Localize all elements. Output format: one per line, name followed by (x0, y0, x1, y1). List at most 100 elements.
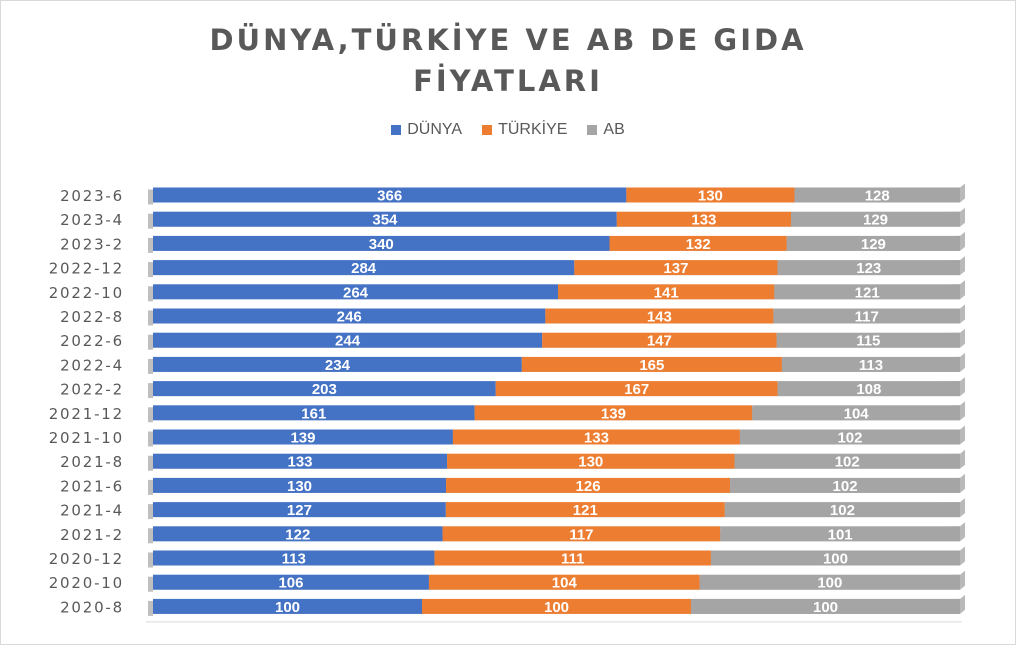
category-label-2020-8: 2020-8 (60, 598, 124, 616)
data-label-t-rki-ye-2022-2: 167 (624, 381, 649, 398)
category-label-2023-6: 2023-6 (60, 187, 124, 205)
bar-ab-2020-12 (710, 550, 960, 566)
bar-t-rki-ye-2021-4 (445, 502, 725, 518)
data-label-d-nya-2023-4: 354 (372, 212, 398, 229)
data-label-d-nya-2022-6: 244 (335, 333, 361, 350)
data-label-d-nya-2021-6: 130 (287, 478, 312, 495)
legend-item-dunya: DÜNYA (391, 121, 462, 139)
bar-ab-2022-12 (777, 260, 960, 276)
bar-ab-2021-2 (720, 526, 960, 542)
bar-d-nya-2021-10 (153, 429, 453, 445)
bar-t-rki-ye-2022-6 (542, 332, 777, 348)
bar-side-2021-2 (148, 528, 153, 544)
bar-ab-2023-2 (786, 235, 960, 251)
data-label-t-rki-ye-2021-6: 126 (576, 478, 601, 495)
bar-d-nya-2022-6 (153, 332, 543, 348)
bar-ab-2022-10 (774, 284, 960, 300)
data-label-t-rki-ye-2022-12: 137 (663, 260, 688, 277)
bar-t-rki-ye-2022-8 (545, 308, 774, 324)
bar-ab-2021-4 (724, 502, 960, 518)
bar-t-rki-ye-2021-2 (442, 526, 721, 542)
data-label-d-nya-2021-2: 122 (285, 526, 310, 543)
data-label-ab-2021-12: 104 (844, 405, 870, 422)
data-label-ab-2020-10: 100 (817, 575, 842, 592)
bar-side-2022-6 (148, 334, 153, 350)
data-label-d-nya-2023-6: 366 (377, 188, 402, 205)
bar-d-nya-2021-2 (153, 526, 443, 542)
bar-side-2022-10 (148, 286, 153, 302)
data-label-d-nya-2022-4: 234 (325, 357, 351, 374)
category-label-2021-12: 2021-12 (49, 405, 124, 423)
data-label-d-nya-2022-2: 203 (312, 381, 337, 398)
bar-ab-2021-8 (734, 453, 960, 469)
bar-side-2021-6 (148, 479, 153, 495)
bar-t-rki-ye-2022-4 (521, 356, 782, 372)
bar-t-rki-ye-2023-4 (616, 211, 792, 227)
bar-t-rki-ye-2023-6 (626, 187, 795, 203)
legend-label-turkiye: TÜRKİYE (498, 121, 568, 138)
category-label-2022-12: 2022-12 (49, 260, 124, 278)
data-label-ab-2023-6: 128 (865, 188, 890, 205)
bar-d-nya-2021-4 (153, 502, 446, 518)
category-label-2022-2: 2022-2 (60, 381, 124, 399)
bar-ab-2021-10 (739, 429, 960, 445)
bar-ab-2022-4 (781, 356, 960, 372)
data-label-d-nya-2021-12: 161 (301, 405, 326, 422)
legend: DÜNYA TÜRKİYE AB (0, 121, 1016, 139)
bar-d-nya-2020-10 (153, 574, 429, 590)
data-label-d-nya-2021-8: 133 (288, 454, 313, 471)
data-label-ab-2021-6: 102 (833, 478, 858, 495)
data-label-ab-2021-8: 102 (835, 454, 860, 471)
data-label-ab-2020-8: 100 (813, 599, 838, 616)
bar-d-nya-2021-12 (153, 405, 475, 421)
bar-side-2021-4 (148, 504, 153, 520)
data-label-t-rki-ye-2020-10: 104 (552, 575, 578, 592)
legend-label-ab: AB (603, 121, 625, 138)
bar-side-2020-10 (148, 576, 153, 592)
bar-t-rki-ye-2021-10 (452, 429, 740, 445)
bar-d-nya-2023-6 (153, 187, 627, 203)
data-label-t-rki-ye-2022-6: 147 (647, 333, 672, 350)
legend-swatch-turkiye (482, 125, 493, 135)
bar-t-rki-ye-2022-10 (558, 284, 775, 300)
data-label-t-rki-ye-2023-2: 132 (686, 236, 711, 253)
bar-ab-2022-2 (777, 381, 960, 397)
bar-t-rki-ye-2021-8 (447, 453, 735, 469)
bar-side-2021-10 (148, 431, 153, 447)
bar-side-2020-12 (148, 552, 153, 568)
legend-item-ab: AB (587, 121, 625, 139)
data-label-t-rki-ye-2021-4: 121 (573, 502, 598, 519)
bar-d-nya-2022-12 (153, 260, 575, 276)
bar-d-nya-2021-6 (153, 477, 447, 493)
bar-side-2021-12 (148, 407, 153, 423)
data-label-ab-2021-2: 101 (828, 526, 853, 543)
bar-t-rki-ye-2022-12 (574, 260, 778, 276)
bar-side-2021-8 (148, 455, 153, 471)
data-label-ab-2023-2: 129 (861, 236, 886, 253)
category-label-2021-4: 2021-4 (60, 502, 124, 520)
bar-ab-2022-6 (776, 332, 960, 348)
category-label-2023-4: 2023-4 (60, 211, 124, 229)
legend-swatch-ab (587, 125, 598, 135)
bar-ab-2021-12 (752, 405, 960, 421)
bar-ab-2022-8 (773, 308, 960, 324)
data-label-t-rki-ye-2021-2: 117 (569, 526, 593, 543)
bar-d-nya-2022-2 (153, 381, 496, 397)
data-label-t-rki-ye-2021-8: 130 (578, 454, 603, 471)
data-label-ab-2021-10: 102 (837, 430, 862, 447)
chart-title: DÜNYA,TÜRKİYE VE AB DE GIDA FİYATLARI (209, 23, 807, 98)
category-label-2022-6: 2022-6 (60, 332, 124, 350)
data-label-t-rki-ye-2023-4: 133 (691, 212, 716, 229)
bar-ab-2021-6 (730, 477, 960, 493)
data-label-t-rki-ye-2022-10: 141 (654, 284, 679, 301)
bar-t-rki-ye-2020-8 (422, 598, 691, 614)
bar-d-nya-2022-4 (153, 356, 522, 372)
bar-side-2023-2 (148, 237, 153, 253)
data-label-t-rki-ye-2022-4: 165 (639, 357, 664, 374)
data-label-t-rki-ye-2021-10: 133 (584, 430, 609, 447)
bar-t-rki-ye-2020-12 (434, 550, 711, 566)
data-label-d-nya-2023-2: 340 (369, 236, 394, 253)
bar-side-2023-4 (148, 213, 153, 229)
data-label-ab-2020-12: 100 (823, 551, 848, 568)
